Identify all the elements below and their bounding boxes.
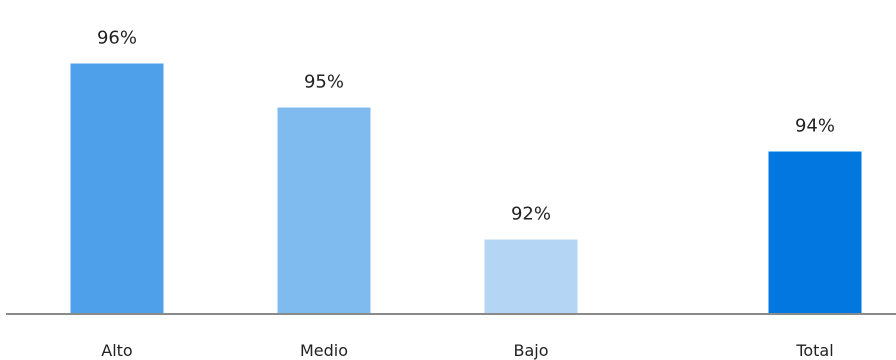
x-tick-label-alto: Alto [101,341,132,360]
x-tick-label-medio: Medio [300,341,348,360]
bars-group [70,63,862,314]
data-label-bajo: 92% [511,204,551,225]
data-label-total: 94% [795,116,835,137]
bar-bajo [484,239,578,313]
x-tick-label-total: Total [795,341,833,360]
data-label-alto: 96% [97,28,137,49]
bar-medio [277,107,371,314]
bar-alto [70,63,164,313]
bar-total [768,151,862,313]
category-labels-group: Alto Medio Bajo Total [101,341,833,360]
data-label-medio: 95% [304,72,344,93]
value-labels-group: 96% 95% 92% 94% [97,28,835,225]
x-tick-label-bajo: Bajo [513,341,548,360]
